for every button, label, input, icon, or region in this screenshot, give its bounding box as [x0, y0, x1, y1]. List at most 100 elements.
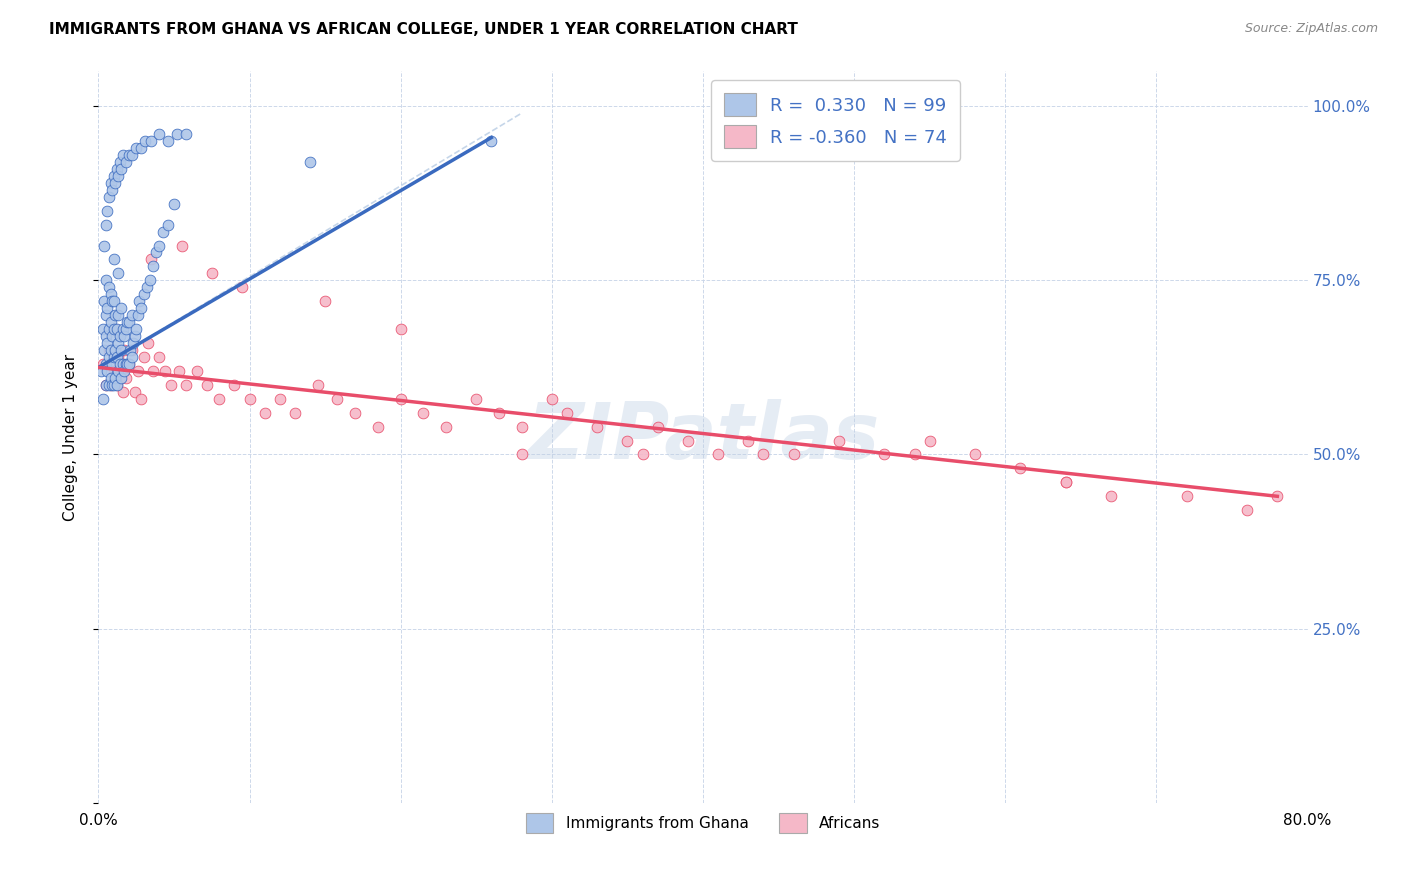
- Point: [707, 448, 730, 462]
- Point: [873, 448, 896, 462]
- Point: [112, 343, 135, 357]
- Point: [307, 377, 329, 392]
- Point: [98, 322, 121, 336]
- Point: [108, 371, 131, 385]
- Point: [108, 155, 131, 169]
- Point: [100, 287, 122, 301]
- Point: [208, 392, 231, 406]
- Point: [153, 364, 176, 378]
- Point: [121, 308, 143, 322]
- Point: [1175, 489, 1198, 503]
- Point: [96, 336, 118, 351]
- Point: [269, 392, 291, 406]
- Point: [120, 343, 142, 357]
- Point: [118, 148, 141, 162]
- Point: [132, 287, 155, 301]
- Point: [156, 218, 179, 232]
- Point: [465, 392, 488, 406]
- Point: [127, 364, 149, 378]
- Point: [110, 357, 132, 371]
- Point: [121, 148, 143, 162]
- Point: [103, 364, 125, 378]
- Point: [132, 350, 155, 364]
- Point: [128, 294, 150, 309]
- Point: [142, 364, 165, 378]
- Point: [389, 392, 412, 406]
- Point: [167, 364, 190, 378]
- Point: [186, 364, 208, 378]
- Point: [1236, 503, 1258, 517]
- Point: [136, 336, 159, 351]
- Point: [115, 315, 138, 329]
- Point: [91, 392, 114, 406]
- Point: [104, 308, 127, 322]
- Point: [174, 127, 197, 141]
- Point: [141, 252, 163, 267]
- Point: [94, 218, 117, 232]
- Point: [124, 329, 146, 343]
- Point: [122, 336, 145, 351]
- Point: [110, 161, 132, 176]
- Point: [231, 280, 253, 294]
- Point: [434, 419, 457, 434]
- Point: [98, 190, 121, 204]
- Point: [112, 364, 135, 378]
- Point: [107, 364, 129, 378]
- Point: [239, 392, 262, 406]
- Point: [94, 377, 117, 392]
- Point: [125, 322, 148, 336]
- Point: [1010, 461, 1032, 475]
- Point: [118, 357, 141, 371]
- Point: [166, 127, 188, 141]
- Point: [1099, 489, 1122, 503]
- Point: [98, 343, 121, 357]
- Point: [114, 322, 136, 336]
- Point: [148, 238, 170, 252]
- Point: [139, 273, 162, 287]
- Point: [412, 406, 434, 420]
- Point: [104, 371, 127, 385]
- Point: [104, 176, 127, 190]
- Point: [111, 357, 134, 371]
- Point: [195, 377, 218, 392]
- Point: [96, 301, 118, 316]
- Point: [160, 377, 183, 392]
- Point: [148, 127, 170, 141]
- Point: [135, 280, 157, 294]
- Point: [163, 196, 186, 211]
- Point: [105, 377, 128, 392]
- Point: [129, 141, 152, 155]
- Point: [100, 377, 122, 392]
- Point: [111, 384, 134, 399]
- Point: [114, 371, 136, 385]
- Point: [616, 434, 638, 448]
- Point: [107, 169, 129, 183]
- Point: [101, 294, 124, 309]
- Point: [94, 308, 117, 322]
- Point: [965, 448, 987, 462]
- Point: [101, 357, 124, 371]
- Point: [103, 294, 125, 309]
- Text: ZIPatlas: ZIPatlas: [527, 399, 879, 475]
- Point: [156, 134, 179, 148]
- Point: [107, 266, 129, 280]
- Point: [108, 329, 131, 343]
- Point: [90, 364, 112, 378]
- Point: [104, 343, 127, 357]
- Point: [828, 434, 851, 448]
- Point: [101, 183, 124, 197]
- Point: [141, 134, 163, 148]
- Point: [101, 329, 124, 343]
- Point: [93, 343, 115, 357]
- Point: [1054, 475, 1077, 490]
- Legend: Immigrants from Ghana, Africans: Immigrants from Ghana, Africans: [520, 807, 886, 839]
- Point: [100, 343, 122, 357]
- Point: [110, 371, 132, 385]
- Point: [111, 322, 134, 336]
- Point: [314, 294, 336, 309]
- Point: [121, 343, 143, 357]
- Point: [115, 357, 138, 371]
- Point: [1267, 489, 1289, 503]
- Point: [752, 448, 775, 462]
- Point: [631, 448, 654, 462]
